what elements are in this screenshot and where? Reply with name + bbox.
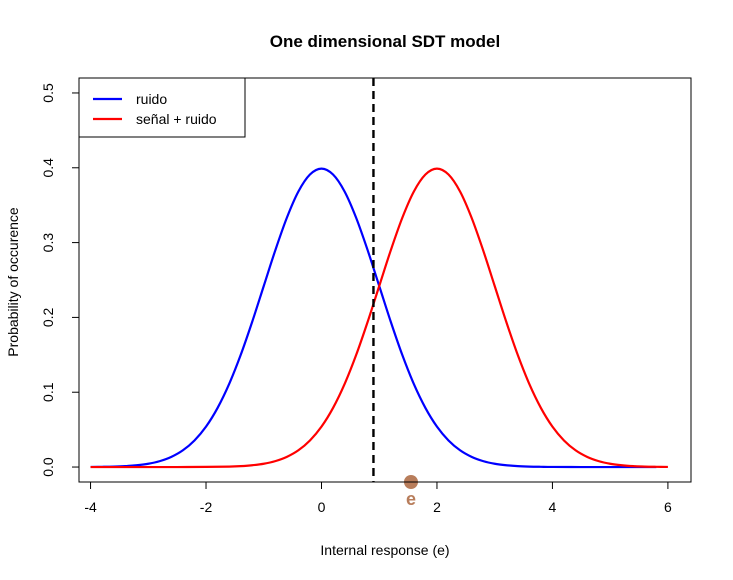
x-tick-label: -4	[84, 499, 97, 515]
y-tick-label: 0.4	[40, 158, 56, 178]
response-point-label: e	[406, 489, 416, 509]
legend: ruido señal + ruido	[78, 77, 246, 138]
series-line-ruido	[90, 167, 657, 469]
x-axis: -4 -2 0 2 4 6	[84, 481, 672, 515]
x-axis-label: Internal response (e)	[320, 542, 449, 558]
legend-label-senal-ruido: señal + ruido	[136, 111, 217, 127]
y-tick-label: 0.3	[40, 233, 56, 253]
x-tick-label: 4	[549, 499, 557, 515]
x-tick-label: -2	[200, 499, 213, 515]
series-line-senal-ruido	[90, 167, 668, 469]
chart-title: One dimensional SDT model	[270, 32, 500, 51]
y-tick-label: 0.0	[40, 457, 56, 477]
legend-label-ruido: ruido	[136, 91, 167, 107]
x-tick-label: 0	[318, 499, 326, 515]
y-tick-label: 0.2	[40, 307, 56, 327]
y-tick-label: 0.1	[40, 382, 56, 402]
plot-frame	[78, 77, 692, 483]
x-tick-label: 6	[664, 499, 672, 515]
legend-box	[78, 77, 246, 138]
x-tick-label: 2	[433, 499, 441, 515]
y-tick-label: 0.5	[40, 83, 56, 103]
annotation-layer: e	[372, 78, 418, 509]
series-layer	[90, 167, 668, 469]
y-axis: 0.0 0.1 0.2 0.3 0.4 0.5	[40, 83, 80, 477]
y-axis-label: Probability of occurence	[5, 207, 21, 357]
